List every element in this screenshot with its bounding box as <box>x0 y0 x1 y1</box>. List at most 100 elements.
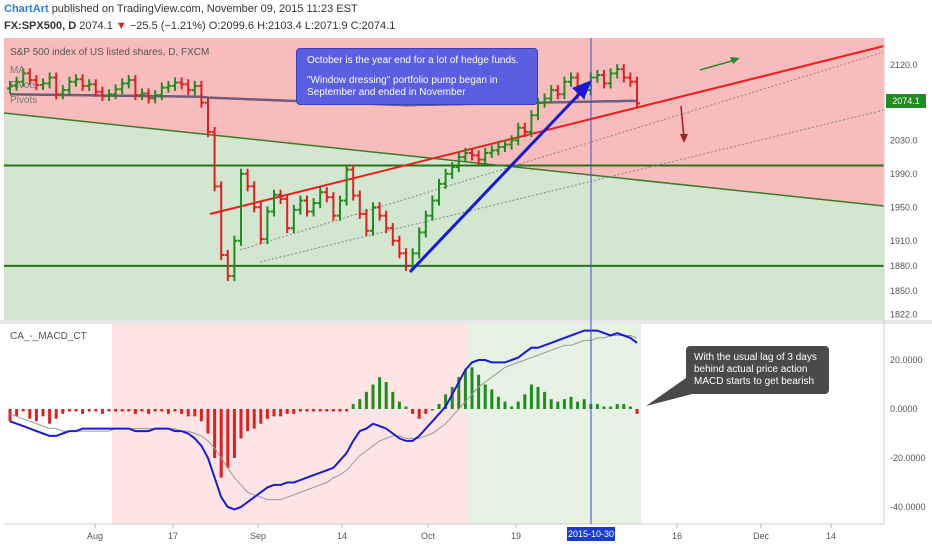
macd-histogram-bar <box>523 394 527 409</box>
time-tick-label: Aug <box>87 531 103 541</box>
price-bar <box>337 195 343 221</box>
price-bar <box>251 181 258 213</box>
macd-histogram-bar <box>279 409 283 417</box>
price-bar <box>99 86 106 101</box>
macd-histogram-bar <box>140 409 144 412</box>
macd-histogram-bar <box>285 409 289 414</box>
price-tick-label: 1910.0 <box>890 236 918 246</box>
price-bar <box>106 89 112 101</box>
price-bar <box>277 189 284 204</box>
price-bar <box>198 80 205 108</box>
macd-histogram-bar <box>358 399 362 409</box>
indicator-pivots-label-2[interactable]: Pivots <box>10 95 38 106</box>
price-bar <box>330 192 337 221</box>
brand-name[interactable]: ChartArt <box>4 3 49 15</box>
crosshair-date-tag: 2015-10-30 <box>567 527 615 541</box>
price-bar <box>541 93 548 108</box>
price-tick-label: 2030.0 <box>890 135 918 145</box>
macd-histogram-bar <box>430 409 434 411</box>
price-bar <box>601 70 607 89</box>
time-axis[interactable]: Aug 17 Sep 14 Oct 19 16 Dec 14 <box>87 524 836 541</box>
price-bar <box>554 85 561 100</box>
macd-histogram-bar <box>265 409 269 419</box>
macd-histogram-bar <box>391 391 395 409</box>
price-bar <box>323 187 330 203</box>
macd-histogram-bar <box>41 409 45 417</box>
price-bar <box>79 74 86 91</box>
macd-axis[interactable]: 20.0000 0.0000 -20.0000 -40.0000 <box>890 355 926 512</box>
macd-pane-title[interactable]: CA_-_MACD_CT <box>10 331 87 342</box>
macd-histogram-bar <box>114 409 118 412</box>
macd-histogram-bar <box>166 409 170 414</box>
price-bar <box>356 190 363 220</box>
price-bar <box>561 76 568 100</box>
price-bar <box>13 76 20 91</box>
macd-histogram-bar <box>556 401 560 409</box>
red-down-arrow-head <box>680 134 688 143</box>
macd-line <box>9 329 638 511</box>
macd-histogram-bar <box>48 409 52 424</box>
macd-histogram-bar <box>127 409 131 412</box>
macd-histogram-bar <box>635 409 639 414</box>
price-bar <box>317 187 324 209</box>
price-bar <box>436 178 442 206</box>
pane-divider[interactable] <box>0 320 932 324</box>
macd-histogram-bar <box>628 406 632 409</box>
macd-histogram-bar <box>444 394 448 409</box>
price-bar <box>238 168 244 246</box>
price-bar <box>46 72 53 89</box>
price-bar <box>370 202 376 236</box>
macd-histogram-bar <box>378 377 382 409</box>
time-tick-label: 14 <box>826 531 836 541</box>
price-bar <box>271 189 277 217</box>
macd-histogram-bar <box>147 409 151 414</box>
macd-histogram-bar <box>351 404 355 409</box>
price-bar <box>449 162 456 179</box>
macd-histogram-bar <box>404 406 408 409</box>
price-change: −25.5 (−1.21%) <box>129 20 206 32</box>
macd-histogram-bar <box>219 409 223 478</box>
macd-histogram-bar <box>595 404 599 409</box>
price-bar <box>495 142 502 156</box>
macd-histogram-bar <box>232 409 236 458</box>
macd-histogram-bar <box>312 409 316 412</box>
price-bar <box>73 74 79 87</box>
symbol-label[interactable]: FX:SPX500, D <box>4 20 77 32</box>
macd-histogram-bar <box>397 401 401 409</box>
price-bar <box>112 84 119 100</box>
macd-callout-line-2: behind actual price action <box>694 364 808 375</box>
price-bar <box>7 80 13 94</box>
price-bar <box>568 72 574 87</box>
price-bar <box>191 80 198 96</box>
macd-histogram-bar <box>94 409 98 412</box>
macd-callout-line-3: MACD starts to get bearish <box>694 376 815 387</box>
price-bar <box>376 202 383 221</box>
green-up-arrow-line <box>699 59 736 71</box>
macd-histogram-bar <box>160 409 164 412</box>
macd-histogram-bar <box>490 389 494 409</box>
macd-histogram-bar <box>81 409 85 414</box>
time-tick-label: Sep <box>250 531 266 541</box>
indicator-ma-label[interactable]: MA <box>10 65 25 76</box>
hedge-fund-callout[interactable]: October is the year end for a lot of hed… <box>296 48 538 105</box>
price-bar <box>416 227 423 259</box>
macd-histogram-bar <box>536 386 540 409</box>
main-pane-title[interactable]: S&P 500 index of US listed shares, D, FX… <box>10 47 210 58</box>
macd-histogram-bar <box>67 409 71 412</box>
macd-callout[interactable]: With the usual lag of 3 days behind actu… <box>686 346 829 394</box>
macd-tick-label: -40.0000 <box>890 502 926 512</box>
red-down-arrow-line <box>680 105 685 139</box>
price-bar <box>132 75 139 101</box>
macd-histogram-bar <box>470 367 474 409</box>
rally-arrow-line <box>408 86 587 274</box>
macd-histogram-bar <box>173 409 177 412</box>
macd-histogram-bar <box>325 409 329 412</box>
macd-histogram-bar <box>153 409 157 412</box>
macd-histogram-bar <box>457 377 461 409</box>
indicator-pivots-label[interactable]: Pivots <box>10 80 38 91</box>
macd-histogram-bar <box>318 409 322 412</box>
macd-histogram-bar <box>298 409 302 412</box>
price-bar <box>502 139 508 153</box>
macd-histogram-bar <box>622 404 626 409</box>
price-bar <box>627 72 634 87</box>
